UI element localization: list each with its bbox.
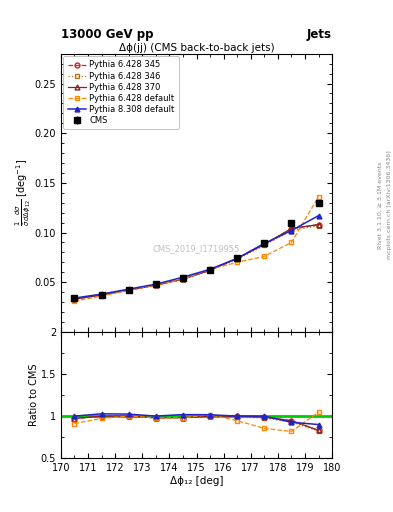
Pythia 6.428 370: [235, 255, 240, 262]
Pythia 6.428 345: [153, 282, 158, 288]
Pythia 6.428 370: [153, 282, 158, 288]
X-axis label: Δϕ₁₂ [deg]: Δϕ₁₂ [deg]: [170, 476, 223, 486]
Pythia 6.428 default: [180, 276, 185, 282]
Pythia 6.428 346: [316, 223, 321, 229]
Pythia 6.428 370: [262, 241, 267, 247]
Pythia 6.428 default: [99, 293, 104, 299]
Pythia 6.428 345: [262, 241, 267, 247]
Pythia 6.428 346: [127, 287, 131, 293]
Pythia 6.428 345: [72, 296, 77, 302]
Pythia 6.428 345: [99, 292, 104, 298]
Pythia 6.428 345: [316, 222, 321, 228]
Pythia 6.428 370: [316, 222, 321, 228]
Pythia 6.428 default: [289, 240, 294, 246]
Pythia 8.308 default: [127, 286, 131, 292]
Title: Δϕ(jj) (CMS back-to-back jets): Δϕ(jj) (CMS back-to-back jets): [119, 43, 274, 53]
Pythia 6.428 370: [208, 267, 213, 273]
Text: Jets: Jets: [307, 28, 332, 41]
Pythia 6.428 346: [99, 292, 104, 298]
Pythia 6.428 default: [153, 282, 158, 288]
Pythia 8.308 default: [208, 266, 213, 272]
Y-axis label: Ratio to CMS: Ratio to CMS: [29, 364, 39, 426]
Line: Pythia 6.428 345: Pythia 6.428 345: [72, 222, 321, 302]
Line: Pythia 6.428 370: Pythia 6.428 370: [72, 222, 321, 302]
Pythia 6.428 346: [289, 227, 294, 233]
Pythia 8.308 default: [153, 281, 158, 287]
Pythia 6.428 370: [180, 276, 185, 282]
Line: Pythia 8.308 default: Pythia 8.308 default: [72, 213, 321, 301]
Legend: Pythia 6.428 345, Pythia 6.428 346, Pythia 6.428 370, Pythia 6.428 default, Pyth: Pythia 6.428 345, Pythia 6.428 346, Pyth…: [63, 56, 179, 129]
Pythia 6.428 default: [316, 194, 321, 200]
Y-axis label: $\frac{1}{\bar{\sigma}}\frac{d\sigma}{d\Delta\phi_{12}}$ [deg$^{-1}$]: $\frac{1}{\bar{\sigma}}\frac{d\sigma}{d\…: [14, 159, 33, 226]
Pythia 6.428 345: [180, 276, 185, 282]
Pythia 6.428 346: [208, 267, 213, 273]
Pythia 6.428 346: [235, 257, 240, 263]
Pythia 8.308 default: [316, 212, 321, 219]
Pythia 6.428 346: [180, 276, 185, 282]
Pythia 6.428 345: [127, 287, 131, 293]
Pythia 8.308 default: [289, 227, 294, 233]
Text: mcplots.cern.ch [arXiv:1306.3436]: mcplots.cern.ch [arXiv:1306.3436]: [387, 151, 391, 259]
Pythia 6.428 default: [127, 287, 131, 293]
Pythia 6.428 346: [153, 282, 158, 288]
Line: Pythia 6.428 346: Pythia 6.428 346: [72, 223, 321, 302]
Pythia 6.428 370: [127, 287, 131, 293]
Text: Rivet 3.1.10, ≥ 3.1M events: Rivet 3.1.10, ≥ 3.1M events: [378, 161, 383, 248]
Pythia 8.308 default: [262, 240, 267, 246]
Pythia 8.308 default: [180, 274, 185, 280]
Pythia 6.428 default: [72, 298, 77, 304]
Pythia 6.428 345: [235, 255, 240, 262]
Pythia 6.428 default: [208, 266, 213, 272]
Pythia 6.428 345: [208, 267, 213, 273]
Line: Pythia 6.428 default: Pythia 6.428 default: [72, 195, 321, 304]
Pythia 6.428 default: [235, 259, 240, 265]
Text: 13000 GeV pp: 13000 GeV pp: [61, 28, 153, 41]
Pythia 8.308 default: [235, 255, 240, 262]
Pythia 8.308 default: [99, 291, 104, 297]
Pythia 6.428 default: [262, 253, 267, 260]
Pythia 6.428 346: [72, 296, 77, 302]
Pythia 6.428 370: [72, 296, 77, 302]
Pythia 8.308 default: [72, 295, 77, 301]
Pythia 6.428 370: [99, 292, 104, 298]
Text: CMS_2019_I1719955: CMS_2019_I1719955: [153, 244, 240, 253]
Pythia 6.428 370: [289, 225, 294, 231]
Pythia 6.428 345: [289, 225, 294, 231]
Pythia 6.428 346: [262, 242, 267, 248]
